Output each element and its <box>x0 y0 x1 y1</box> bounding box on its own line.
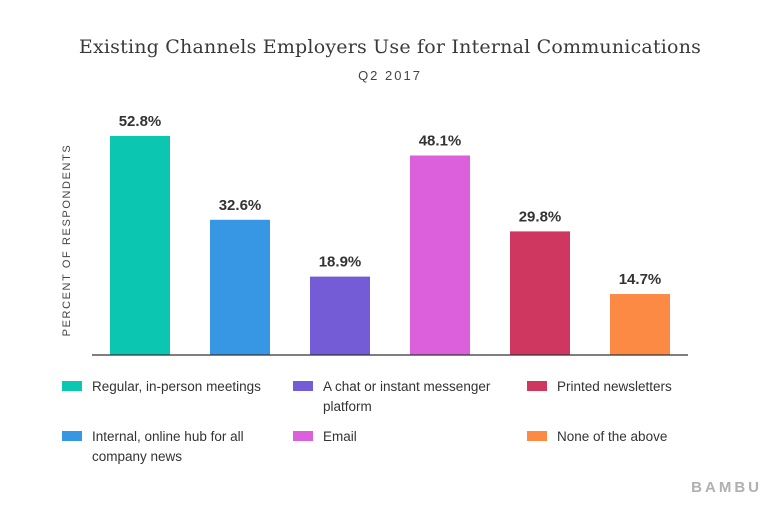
bar-value-label-1: 52.8% <box>119 113 162 130</box>
bar-value-label-6: 14.7% <box>619 271 662 288</box>
bar-value-labels: 52.8% 32.6% 18.9% 48.1% 29.8% 14.7% <box>119 113 662 288</box>
bar-4 <box>410 155 470 355</box>
bar-value-label-2: 32.6% <box>219 197 262 214</box>
chart-title: Existing Channels Employers Use for Inte… <box>78 36 702 58</box>
bars-group <box>110 136 670 355</box>
bar-value-label-4: 48.1% <box>419 132 462 149</box>
bar-6 <box>610 294 670 355</box>
bar-value-label-5: 29.8% <box>519 208 562 225</box>
bar-value-label-3: 18.9% <box>319 254 362 271</box>
bar-3 <box>310 276 370 355</box>
y-axis-label: PERCENT OF RESPONDENTS <box>61 144 73 337</box>
bambu-logo: BAMBU <box>691 479 762 496</box>
chart-subtitle: Q2 2017 <box>358 68 422 83</box>
bar-2 <box>210 219 270 355</box>
bar-5 <box>510 231 570 355</box>
bar-1 <box>110 136 170 355</box>
